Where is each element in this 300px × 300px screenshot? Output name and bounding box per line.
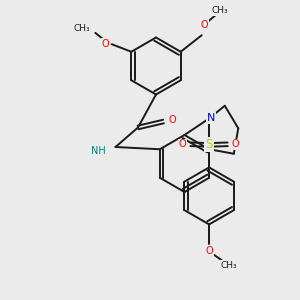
Text: O: O: [178, 139, 186, 149]
Text: O: O: [205, 246, 213, 256]
Text: O: O: [200, 20, 208, 30]
Text: NH: NH: [91, 146, 106, 156]
Text: O: O: [168, 115, 176, 125]
Text: CH₃: CH₃: [212, 6, 229, 15]
Text: CH₃: CH₃: [220, 261, 237, 270]
Text: O: O: [232, 139, 240, 149]
Text: O: O: [102, 39, 110, 49]
Text: CH₃: CH₃: [74, 24, 90, 33]
Text: N: N: [206, 113, 215, 123]
Text: S: S: [206, 138, 213, 152]
